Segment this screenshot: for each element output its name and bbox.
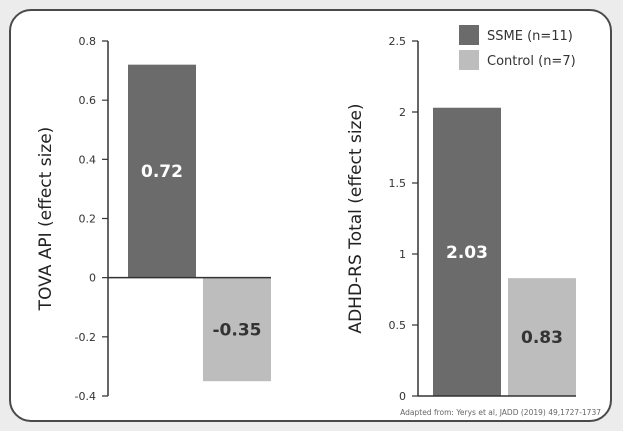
y-tick-label: 0.4: [79, 153, 97, 166]
source-note: Adapted from: Yerys et al, JADD (2019) 4…: [400, 408, 601, 417]
y-axis-title: ADHD-RS Total (effect size): [346, 103, 366, 333]
y-tick-label: -0.2: [75, 331, 96, 344]
bar-value-label: 0.72: [141, 162, 183, 182]
bar-control: [203, 277, 271, 382]
legend-swatch-control: [459, 50, 479, 70]
tova-api-chart: 0.72 -0.35 0.8 0.6 0.4 0.2 0 -0.2 -0.4 TOVA API (…: [36, 35, 271, 403]
y-tick-label: 0.5: [389, 319, 407, 332]
bar-ssme: [433, 107, 501, 397]
legend-label-control: Control (n=7): [487, 54, 576, 69]
figure-card: 0.72 -0.35 0.8 0.6 0.4 0.2 0 -0.2 -0.4 TOVA API (…: [9, 9, 612, 422]
y-tick-label: 0.6: [79, 94, 97, 107]
bar-value-label: 2.03: [446, 243, 488, 263]
y-tick-label: 0: [399, 390, 406, 403]
bar-value-label: 0.83: [521, 328, 563, 348]
y-tick-label: -0.4: [75, 390, 96, 403]
y-tick-label: 1: [399, 248, 406, 261]
adhd-rs-chart: 2.03 0.83 2.5 2 1.5 1 0.5 0 ADHD-RS Total (effec…: [346, 35, 576, 403]
y-axis-title: TOVA API (effect size): [36, 127, 56, 312]
y-tick-label: 2.5: [389, 35, 407, 48]
y-tick-label: 0: [89, 272, 96, 285]
y-tick-label: 1.5: [389, 177, 407, 190]
y-tick-label: 0.8: [79, 35, 97, 48]
effect-size-charts: 0.72 -0.35 0.8 0.6 0.4 0.2 0 -0.2 -0.4 TOVA API (…: [36, 25, 601, 417]
y-tick-label: 2: [399, 106, 406, 119]
bar-ssme: [128, 64, 196, 278]
legend-swatch-ssme: [459, 25, 479, 45]
bar-control: [508, 278, 576, 396]
legend-label-ssme: SSME (n=11): [487, 29, 573, 44]
bar-value-label: -0.35: [213, 320, 262, 340]
y-tick-label: 0.2: [79, 213, 97, 226]
legend: SSME (n=11) Control (n=7): [459, 25, 576, 70]
